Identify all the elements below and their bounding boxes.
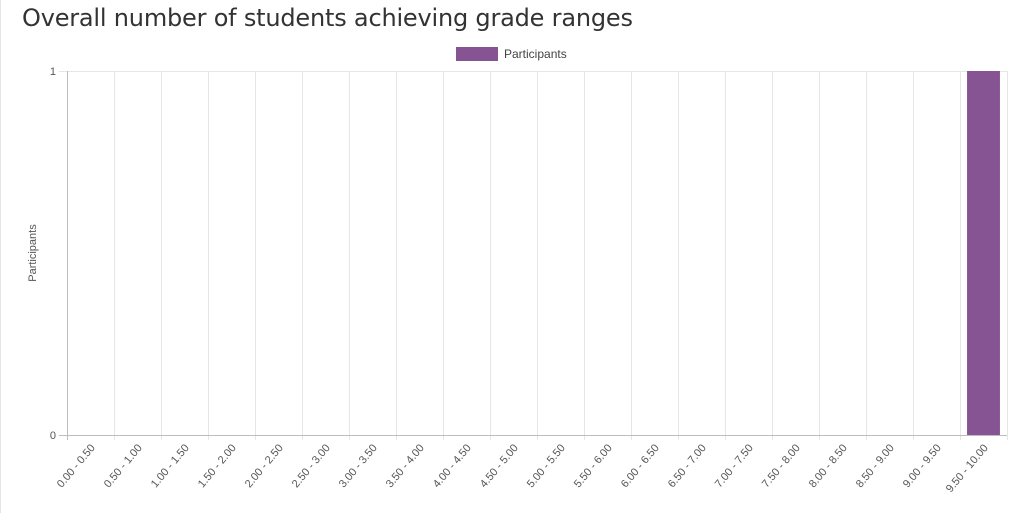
x-tick-label: 6.00 - 6.50 [619, 442, 662, 490]
x-tick-label: 2.50 - 3.00 [290, 442, 333, 490]
x-tick-label: 9.50 - 10.00 [944, 442, 991, 495]
x-tick-label: 0.50 - 1.00 [102, 442, 145, 490]
x-tick-label: 6.50 - 7.00 [666, 442, 709, 490]
y-axis-label: Participants [27, 224, 39, 282]
bar [967, 71, 1000, 435]
bars [967, 71, 1000, 435]
x-tick-label: 3.00 - 3.50 [337, 442, 380, 490]
x-tick-label: 0.00 - 0.50 [55, 442, 98, 490]
legend-label[interactable]: Participants [504, 47, 567, 61]
gridlines [59, 71, 1008, 440]
x-tick-label: 5.00 - 5.50 [525, 442, 568, 490]
x-tick-label: 8.50 - 9.00 [854, 442, 897, 490]
x-tick-label: 7.00 - 7.50 [713, 442, 756, 490]
x-tick-label: 4.00 - 4.50 [431, 442, 474, 490]
legend-swatch[interactable] [456, 47, 498, 61]
x-tick-label: 7.50 - 8.00 [760, 442, 803, 490]
legend[interactable]: Participants [456, 47, 567, 61]
x-tick-label: 1.50 - 2.00 [196, 442, 239, 490]
x-tick-label: 4.50 - 5.00 [478, 442, 521, 490]
x-tick-label: 9.00 - 9.50 [901, 442, 944, 490]
y-tick-label: 1 [50, 66, 56, 78]
x-tick-label: 5.50 - 6.00 [572, 442, 615, 490]
x-tick-label: 8.00 - 8.50 [807, 442, 850, 490]
x-tick-label: 3.50 - 4.00 [384, 442, 427, 490]
y-tick-label: 0 [50, 430, 56, 442]
x-tick-label: 1.00 - 1.50 [149, 442, 192, 490]
x-tick-label: 2.00 - 2.50 [243, 442, 286, 490]
axes [59, 71, 1007, 440]
y-tick-labels: 01 [50, 66, 56, 442]
x-tick-labels: 0.00 - 0.50 0.50 - 1.00 1.00 - 1.50 1.50 - … [55, 442, 991, 495]
